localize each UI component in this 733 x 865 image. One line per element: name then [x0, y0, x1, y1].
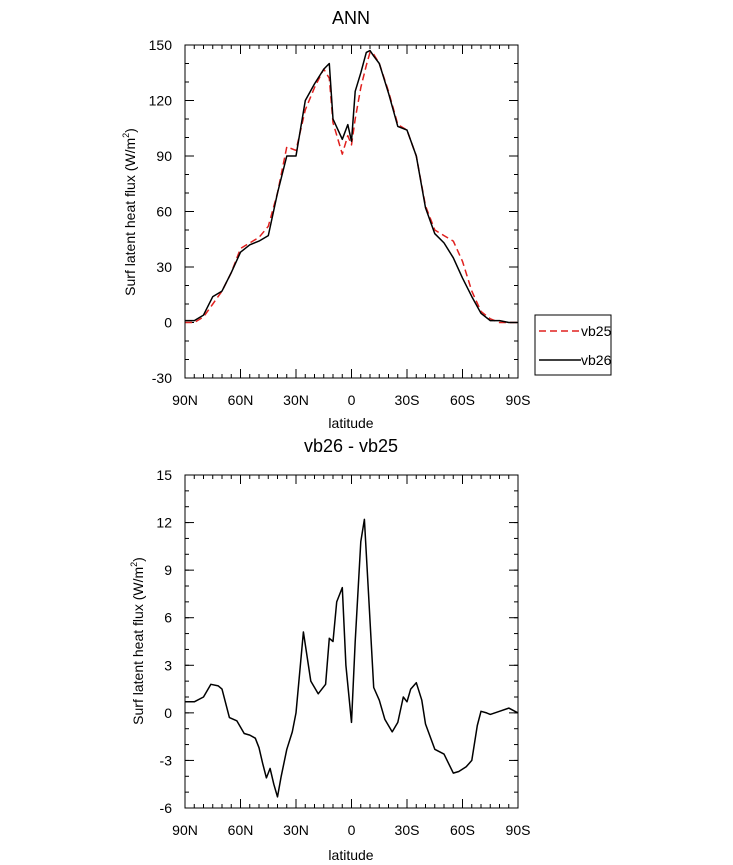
plot-frame	[184, 44, 519, 379]
x-tick-labels: 90N 60N 30N 0 30S 60S 90S	[172, 822, 530, 838]
plot-lines	[185, 49, 518, 324]
series-line-vb25	[185, 51, 518, 324]
y-tick-label: 0	[164, 315, 172, 331]
legend-entry-vb25: vb25	[581, 323, 612, 339]
x-tick-label: 60N	[228, 392, 254, 408]
y-tick-label: 6	[164, 610, 172, 626]
x-tick-label: 0	[348, 392, 356, 408]
x-tick-label: 60N	[228, 822, 254, 838]
x-tick-labels: 90N 60N 30N 0 30S 60S 90S	[172, 392, 530, 408]
legend: vb25 vb26	[534, 314, 612, 376]
y-tick-label: -6	[160, 800, 173, 816]
plot-frame	[184, 474, 519, 809]
y-tick-labels: -30 0 30 60 90 120 150	[149, 37, 173, 386]
axis-ticks	[184, 474, 519, 809]
y-axis-label-sup: 2	[121, 133, 131, 138]
x-tick-label: 90N	[172, 822, 198, 838]
x-tick-label: 90N	[172, 392, 198, 408]
y-axis-label-close: )	[130, 557, 146, 562]
x-tick-label: 30N	[283, 822, 309, 838]
panel-annual: ANN Surf latent heat flux (W/m2) -30 0 30 6…	[121, 8, 612, 431]
y-tick-label: 120	[149, 93, 173, 109]
x-tick-label: 30S	[395, 822, 420, 838]
legend-box	[534, 314, 612, 376]
y-axis-label-close: )	[122, 128, 138, 133]
x-tick-label: 60S	[450, 822, 475, 838]
y-tick-label: -3	[160, 752, 173, 768]
y-tick-label: 60	[156, 204, 172, 220]
x-tick-label: 90S	[506, 822, 531, 838]
y-tick-label: 12	[156, 515, 172, 531]
y-tick-label: -30	[152, 370, 172, 386]
chart-title: vb26 - vb25	[304, 436, 398, 456]
series-line-vb26-vb25	[185, 518, 519, 798]
chart-title: ANN	[332, 8, 370, 28]
plot-lines	[185, 518, 519, 798]
y-tick-label: 0	[164, 705, 172, 721]
y-tick-label: 90	[156, 148, 172, 164]
y-tick-label: 15	[156, 467, 172, 483]
x-tick-label: 90S	[506, 392, 531, 408]
legend-entry-vb26: vb26	[581, 352, 612, 368]
y-tick-label: 150	[149, 37, 173, 53]
y-axis-label: Surf latent heat flux (W/m2)	[121, 128, 138, 296]
x-tick-label: 30N	[283, 392, 309, 408]
panel-difference: vb26 - vb25 Surf latent heat flux (W/m2)…	[129, 436, 530, 863]
y-axis-label-main: Surf latent heat flux (W/m	[130, 567, 146, 725]
x-tick-label: 60S	[450, 392, 475, 408]
y-tick-label: 9	[164, 562, 172, 578]
y-tick-label: 30	[156, 259, 172, 275]
x-axis-label: latitude	[328, 415, 373, 431]
x-tick-label: 30S	[395, 392, 420, 408]
y-tick-label: 3	[164, 657, 172, 673]
y-axis-label-sup: 2	[129, 562, 139, 567]
series-line-vb26	[185, 49, 518, 324]
x-axis-label: latitude	[328, 847, 373, 863]
y-tick-labels: -6 -3 0 3 6 9 12 15	[156, 467, 172, 816]
y-axis-label-main: Surf latent heat flux (W/m	[122, 138, 138, 296]
y-axis-label: Surf latent heat flux (W/m2)	[129, 557, 146, 725]
axis-ticks	[184, 44, 519, 379]
x-tick-label: 0	[348, 822, 356, 838]
